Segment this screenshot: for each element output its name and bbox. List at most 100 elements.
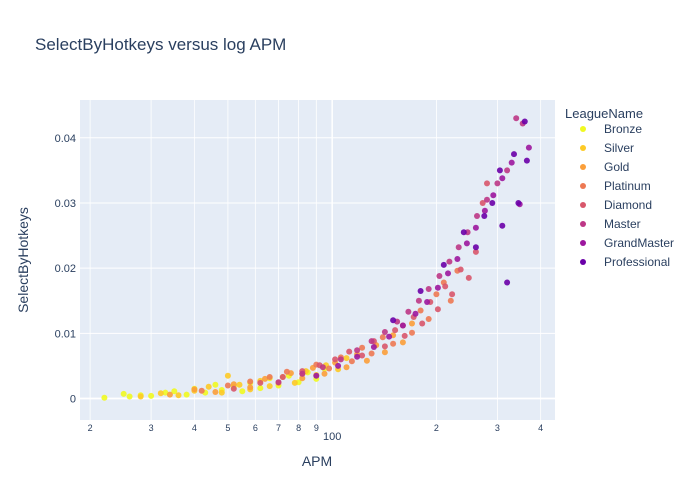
scatter-point-diamond (479, 200, 486, 206)
scatter-point-diamond (359, 352, 366, 359)
scatter-point-silver (236, 381, 243, 388)
scatter-point-platinum (266, 374, 273, 380)
scatter-point-diamond (392, 327, 399, 334)
scatter-point-gold (230, 381, 237, 388)
legend-label-bronze: Bronze (604, 122, 642, 136)
scatter-point-gold (299, 375, 306, 382)
scatter-point-master (319, 364, 326, 371)
scatter-point-master (381, 329, 388, 335)
scatter-point-diamond (472, 248, 479, 255)
scatter-point-bronze (162, 389, 169, 396)
scatter-point-gold (409, 320, 415, 327)
scatter-point-diamond (484, 180, 490, 187)
scatter-point-master (455, 244, 462, 251)
scatter-point-platinum (409, 329, 415, 336)
y-tick-label: 0.04 (55, 133, 76, 145)
scatter-point-master (504, 167, 511, 174)
scatter-point-platinum (224, 382, 231, 389)
y-tick-label: 0.01 (55, 328, 76, 340)
scatter-point-master (337, 356, 344, 363)
scatter-point-platinum (447, 297, 454, 304)
scatter-point-master (494, 180, 501, 187)
scatter-point-grandmaster (412, 310, 419, 317)
y-tick-label: 0.03 (55, 198, 76, 210)
scatter-point-professional (504, 279, 511, 286)
scatter-point-platinum (433, 291, 440, 298)
scatter-point-bronze (171, 388, 178, 395)
scatter-point-diamond (434, 306, 441, 313)
scatter-point-professional (417, 288, 424, 294)
legend-label-master: Master (604, 217, 641, 231)
scatter-point-master (405, 308, 412, 315)
scatter-point-bronze (101, 394, 108, 401)
scatter-point-gold (399, 339, 406, 346)
x-tick-label: 7 (276, 423, 281, 433)
scatter-point-grandmaster (525, 144, 532, 151)
scatter-point-silver (224, 372, 231, 379)
scatter-point-master (354, 347, 361, 354)
scatter-point-silver (175, 392, 182, 399)
scatter-point-professional (511, 151, 517, 158)
scatter-point-master (436, 273, 443, 279)
legend-marker-diamond (580, 202, 586, 208)
x-axis-title: APM (302, 453, 332, 469)
scatter-point-diamond (332, 356, 339, 363)
scatter-point-diamond (465, 274, 472, 281)
scatter-point-professional (440, 261, 447, 268)
scatter-point-grandmaster (463, 240, 470, 247)
x-tick-label: 6 (253, 423, 258, 433)
legend-label-diamond: Diamond (604, 198, 652, 212)
legend: LeagueName Bronze Silver Gold Platinum Diamo… (565, 106, 674, 269)
legend-marker-professional (580, 259, 586, 265)
y-axis-ticks: 0 0.01 0.02 0.03 0.04 (55, 133, 76, 406)
scatter-point-grandmaster (499, 175, 506, 182)
x-tick-label: 8 (296, 423, 301, 433)
legend-marker-master (580, 221, 586, 227)
legend-items: Bronze Silver Gold Platinum Diamond Master Gra… (580, 122, 674, 269)
legend-label-silver: Silver (604, 141, 634, 155)
scatter-point-grandmaster (472, 224, 479, 231)
scatter-point-silver (137, 393, 144, 400)
scatter-point-professional (489, 200, 496, 206)
scatter-point-grandmaster (490, 192, 497, 199)
scatter-point-gold (212, 389, 219, 395)
scatter-point-diamond (401, 332, 408, 339)
x-tick-label: 4 (192, 423, 197, 433)
scatter-point-master (513, 115, 520, 122)
scatter-point-platinum (247, 378, 254, 385)
scatter-point-grandmaster (454, 256, 461, 262)
scatter-point-diamond (257, 379, 264, 386)
x-tick-label: 9 (314, 423, 319, 433)
scatter-point-grandmaster (399, 322, 406, 329)
x-tick-label: 4 (538, 423, 543, 433)
scatter-point-grandmaster (386, 333, 393, 340)
grid-major (80, 100, 555, 420)
scatter-point-platinum (417, 307, 424, 314)
scatter-point-professional (481, 213, 488, 219)
scatter-point-platinum (198, 387, 205, 394)
legend-label-gold: Gold (604, 160, 629, 174)
legend-label-grandmaster: GrandMaster (604, 236, 674, 250)
x-tick-label: 3 (495, 423, 500, 433)
scatter-point-bronze (257, 385, 264, 392)
scatter-point-platinum (283, 368, 290, 375)
scatter-point-grandmaster (445, 270, 451, 277)
scatter-point-diamond (381, 343, 388, 350)
scatter-point-diamond (442, 283, 449, 290)
scatter-point-platinum (359, 344, 366, 351)
scatter-point-master (299, 370, 306, 377)
scatter-point-bronze (120, 390, 127, 397)
scatter-point-master (425, 286, 432, 292)
scatter-point-diamond (419, 320, 426, 327)
scatter-points (101, 115, 532, 401)
legend-marker-grandmaster (580, 240, 586, 246)
scatter-point-platinum (379, 334, 386, 341)
scatter-point-gold (191, 386, 198, 393)
scatter-point-bronze (212, 381, 219, 388)
scatter-point-professional (460, 229, 467, 236)
x-tick-label: 2 (88, 423, 93, 433)
y-tick-label: 0.02 (55, 263, 76, 275)
scatter-point-platinum (326, 365, 333, 372)
scatter-point-gold (321, 370, 328, 377)
